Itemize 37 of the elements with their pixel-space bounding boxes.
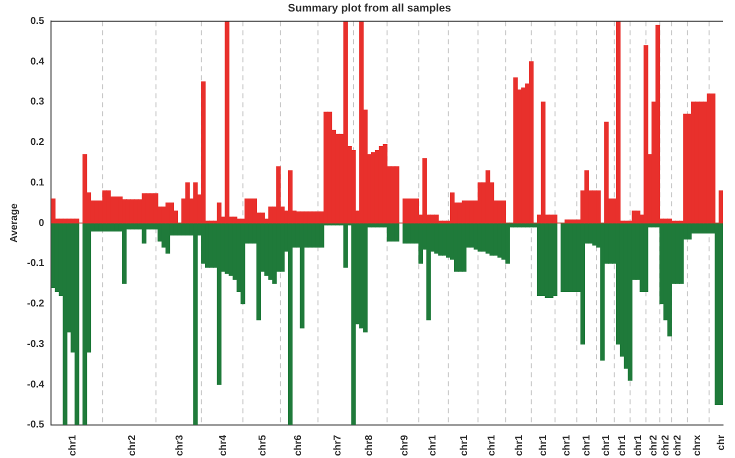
x-tick-label: chr1 [68,434,79,456]
x-tick-label: chr6 [292,434,304,456]
y-tick-label: 0 [38,218,45,229]
x-tick-label: chr1 [427,434,438,456]
y-tick-label: -0.2 [26,298,45,310]
y-tick-label: -0.5 [26,420,45,431]
y-tick-label: 0.4 [30,56,45,68]
x-tick-label: chr5 [257,434,268,456]
x-tick-label: chr1 [458,434,470,456]
y-axis-title: Average [8,203,20,243]
x-tick-label: chr2 [648,434,660,456]
x-tick-label: chr [716,434,727,450]
x-tick-label: chr3 [174,434,186,456]
x-tick-label: chr4 [218,434,229,456]
x-tick-label: chr1 [486,434,498,456]
x-tick-label: chr2 [660,434,672,456]
y-tick-label: -0.3 [26,338,45,350]
x-tick-label: chr1 [616,434,628,456]
x-tick-label: chr1 [514,434,526,456]
x-tick-label: chr1 [538,434,549,456]
y-tick-label: -0.4 [26,379,45,390]
x-tick-label: chr7 [332,434,344,456]
y-tick-label: 0.1 [30,177,45,188]
chart-title: Summary plot from all samples [288,2,452,15]
x-tick-label: chrx [692,434,704,456]
y-tick-label: -0.1 [26,258,45,270]
y-tick-label: 0.2 [30,137,45,148]
x-tick-label: chr1 [632,434,644,456]
x-tick-label: chr9 [400,434,411,456]
x-tick-label: chr1 [601,434,612,456]
x-tick-label: chr2 [126,434,138,456]
y-tick-label: 0.3 [30,96,45,108]
x-tick-label: chr8 [364,434,376,456]
x-tick-label: chr2 [672,434,684,456]
y-tick-label: 0.5 [30,16,45,27]
x-tick-label: chr1 [562,434,573,456]
x-tick-label: chr1 [581,434,592,456]
